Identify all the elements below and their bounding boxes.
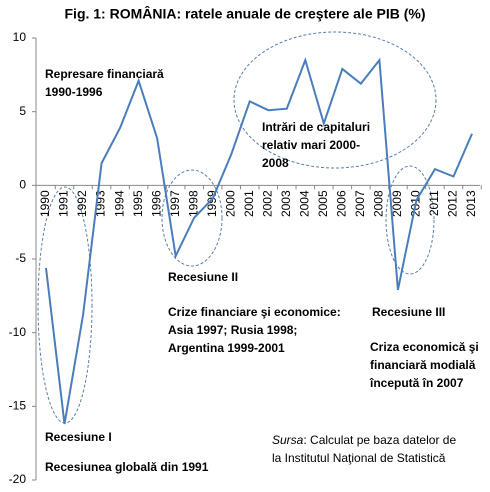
highlight-ellipse: [161, 169, 223, 267]
annotation: financiară modială: [370, 358, 476, 372]
x-tick-label: 1998: [186, 190, 200, 217]
annotation: Recesiunea globală din 1991: [45, 460, 209, 474]
source: Sursa: Calculat pe baza datelor de: [272, 433, 456, 447]
highlight-ellipse: [233, 31, 437, 169]
source-text: : Calculat pe baza datelor de: [303, 433, 456, 447]
x-tick-label: 2000: [223, 190, 237, 217]
annotation: începută în 2007: [369, 376, 464, 390]
x-tick-label: 1997: [168, 190, 182, 217]
y-tick-label: -5: [15, 251, 26, 265]
x-tick-label: 2003: [279, 190, 293, 217]
x-tick-label: 1992: [75, 190, 89, 217]
x-tick-label: 2012: [446, 190, 460, 217]
annotation: Recesiune III: [372, 305, 445, 319]
data-line: [45, 56, 473, 425]
y-tick-label: 10: [13, 30, 27, 44]
y-tick-label: -10: [9, 325, 27, 339]
chart-title: Fig. 1: ROMÂNIA: ratele anuale de creşte…: [65, 5, 426, 22]
annotation: Recesiune I: [45, 430, 112, 444]
x-tick-label: 2013: [464, 190, 478, 217]
x-tick-label: 2004: [297, 190, 311, 217]
x-tick-label: 2002: [260, 190, 274, 217]
source-line2: la Institutul Naţional de Statistică: [272, 451, 446, 465]
annotation: Asia 1997; Rusia 1998;: [168, 323, 297, 337]
x-tick-label: 1996: [149, 190, 163, 217]
annotation: Recesiune II: [168, 270, 238, 284]
y-tick-label: 5: [19, 104, 26, 118]
x-tick-label: 1994: [112, 190, 126, 217]
x-tick-label: 1990: [38, 190, 52, 217]
x-tick-label: 2008: [372, 190, 386, 217]
x-tick-label: 2007: [353, 190, 367, 217]
annotation: Represare financiară: [45, 67, 164, 81]
x-tick-label: 2006: [335, 190, 349, 217]
y-tick-label: -20: [9, 472, 27, 486]
annotation: Crize financiare şi economice:: [168, 305, 341, 319]
annotation: Argentina 1999-2001: [168, 341, 285, 355]
y-tick-label: -15: [9, 399, 27, 413]
highlight-ellipse: [385, 165, 435, 275]
annotation: 2008: [262, 156, 289, 170]
annotation: Criza economică şi: [370, 340, 479, 354]
x-tick-label: 2001: [242, 190, 256, 217]
annotation: relativ mari 2000-: [262, 138, 360, 152]
y-tick-label: 0: [19, 178, 26, 192]
x-tick-label: 2005: [316, 190, 330, 217]
source-label: Sursa: [272, 433, 304, 447]
x-tick-label: 2009: [390, 190, 404, 217]
annotation: 1990-1996: [45, 85, 103, 99]
x-tick-label: 2011: [427, 190, 441, 216]
x-tick-label: 1999: [205, 190, 219, 217]
x-tick-label: 1991: [57, 190, 71, 217]
x-tick-label: 1995: [131, 190, 145, 217]
annotation: Intrări de capitaluri: [262, 120, 370, 134]
